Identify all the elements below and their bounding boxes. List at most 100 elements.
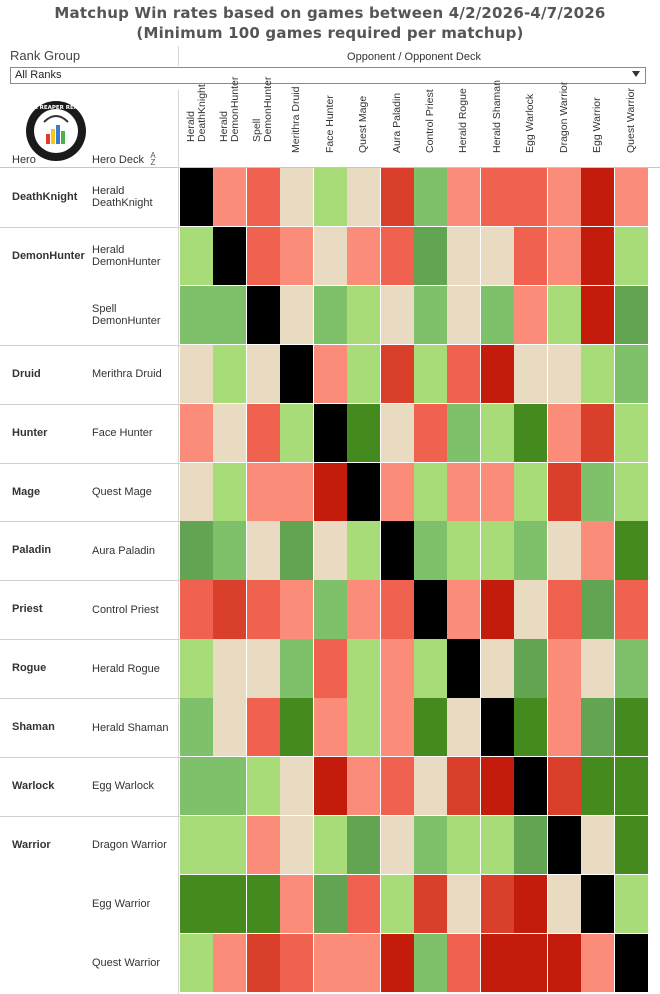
heatmap-cell[interactable] [480, 639, 515, 699]
heatmap-cell[interactable] [213, 933, 248, 994]
heatmap-cell[interactable] [347, 226, 382, 287]
heatmap-cell[interactable] [480, 580, 515, 640]
heatmap-cell[interactable] [514, 815, 549, 876]
heatmap-cell[interactable] [581, 933, 616, 994]
heatmap-cell[interactable] [280, 521, 315, 581]
heatmap-cell[interactable] [447, 226, 482, 287]
heatmap-cell[interactable] [547, 285, 582, 346]
heatmap-cell[interactable] [280, 757, 315, 817]
heatmap-cell[interactable] [280, 874, 315, 935]
heatmap-cell[interactable] [246, 168, 281, 228]
heatmap-cell[interactable] [614, 815, 649, 876]
heatmap-cell[interactable] [414, 757, 448, 817]
heatmap-cell[interactable] [614, 403, 649, 463]
heatmap-cell[interactable] [347, 403, 382, 463]
heatmap-cell[interactable] [547, 815, 582, 876]
heatmap-cell[interactable] [547, 580, 582, 640]
heatmap-cell[interactable] [581, 168, 616, 228]
heatmap-cell[interactable] [447, 521, 482, 581]
heatmap-cell[interactable] [313, 462, 348, 522]
heatmap-cell[interactable] [246, 226, 281, 287]
heatmap-cell[interactable] [180, 403, 214, 463]
heatmap-cell[interactable] [514, 639, 549, 699]
heatmap-cell[interactable] [581, 521, 616, 581]
hero-deck-column-header[interactable]: Hero Deck [92, 154, 144, 166]
heatmap-cell[interactable] [213, 226, 248, 287]
heatmap-cell[interactable] [313, 521, 348, 581]
heatmap-cell[interactable] [614, 462, 649, 522]
heatmap-cell[interactable] [180, 639, 214, 699]
heatmap-cell[interactable] [313, 285, 348, 346]
heatmap-cell[interactable] [480, 462, 515, 522]
heatmap-cell[interactable] [447, 757, 482, 817]
heatmap-cell[interactable] [480, 757, 515, 817]
heatmap-cell[interactable] [280, 462, 315, 522]
heatmap-cell[interactable] [280, 639, 315, 699]
heatmap-cell[interactable] [246, 285, 281, 346]
heatmap-cell[interactable] [447, 168, 482, 228]
heatmap-cell[interactable] [180, 285, 214, 346]
heatmap-cell[interactable] [380, 698, 415, 758]
heatmap-cell[interactable] [213, 639, 248, 699]
heatmap-cell[interactable] [480, 168, 515, 228]
heatmap-cell[interactable] [180, 815, 214, 876]
heatmap-cell[interactable] [246, 639, 281, 699]
heatmap-cell[interactable] [614, 285, 649, 346]
heatmap-cell[interactable] [514, 757, 549, 817]
heatmap-cell[interactable] [180, 933, 214, 994]
heatmap-cell[interactable] [180, 226, 214, 287]
heatmap-cell[interactable] [347, 344, 382, 405]
heatmap-cell[interactable] [246, 462, 281, 522]
heatmap-cell[interactable] [313, 874, 348, 935]
heatmap-cell[interactable] [347, 874, 382, 935]
heatmap-cell[interactable] [414, 580, 448, 640]
heatmap-cell[interactable] [347, 815, 382, 876]
heatmap-cell[interactable] [246, 815, 281, 876]
heatmap-cell[interactable] [280, 815, 315, 876]
heatmap-cell[interactable] [514, 874, 549, 935]
heatmap-cell[interactable] [313, 933, 348, 994]
heatmap-cell[interactable] [414, 815, 448, 876]
heatmap-cell[interactable] [614, 757, 649, 817]
heatmap-cell[interactable] [581, 580, 616, 640]
heatmap-cell[interactable] [347, 639, 382, 699]
heatmap-cell[interactable] [581, 757, 616, 817]
heatmap-cell[interactable] [280, 344, 315, 405]
heatmap-cell[interactable] [380, 639, 415, 699]
heatmap-cell[interactable] [447, 815, 482, 876]
heatmap-cell[interactable] [180, 580, 214, 640]
heatmap-cell[interactable] [514, 580, 549, 640]
heatmap-cell[interactable] [347, 580, 382, 640]
heatmap-cell[interactable] [380, 226, 415, 287]
heatmap-cell[interactable] [180, 344, 214, 405]
heatmap-cell[interactable] [313, 639, 348, 699]
heatmap-cell[interactable] [480, 698, 515, 758]
heatmap-cell[interactable] [213, 285, 248, 346]
heatmap-cell[interactable] [380, 580, 415, 640]
heatmap-cell[interactable] [213, 403, 248, 463]
heatmap-cell[interactable] [614, 580, 649, 640]
heatmap-cell[interactable] [547, 757, 582, 817]
heatmap-cell[interactable] [246, 933, 281, 994]
heatmap-cell[interactable] [414, 285, 448, 346]
heatmap-cell[interactable] [514, 933, 549, 994]
heatmap-cell[interactable] [414, 344, 448, 405]
heatmap-cell[interactable] [380, 344, 415, 405]
heatmap-cell[interactable] [447, 285, 482, 346]
heatmap-cell[interactable] [514, 462, 549, 522]
heatmap-cell[interactable] [280, 285, 315, 346]
heatmap-cell[interactable] [514, 698, 549, 758]
heatmap-cell[interactable] [614, 226, 649, 287]
heatmap-cell[interactable] [547, 403, 582, 463]
heatmap-cell[interactable] [614, 344, 649, 405]
heatmap-cell[interactable] [380, 933, 415, 994]
heatmap-cell[interactable] [180, 168, 214, 228]
heatmap-cell[interactable] [180, 462, 214, 522]
heatmap-cell[interactable] [547, 462, 582, 522]
heatmap-cell[interactable] [380, 874, 415, 935]
heatmap-cell[interactable] [547, 933, 582, 994]
heatmap-cell[interactable] [480, 226, 515, 287]
heatmap-cell[interactable] [414, 168, 448, 228]
heatmap-cell[interactable] [213, 698, 248, 758]
heatmap-cell[interactable] [347, 462, 382, 522]
